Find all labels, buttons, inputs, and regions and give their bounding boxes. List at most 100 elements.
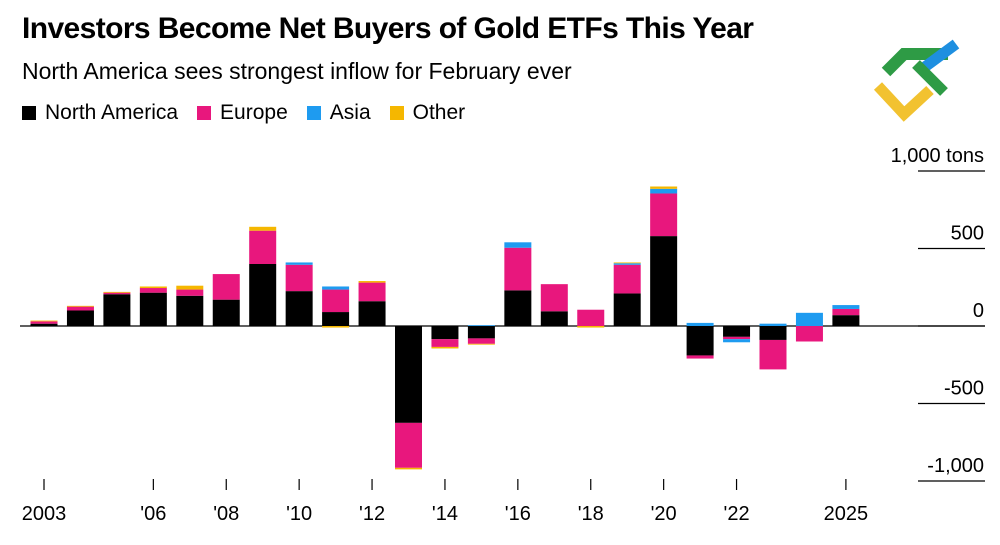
bar-europe-2006: [139, 288, 167, 293]
bar-other-2012: [358, 281, 386, 283]
bar-other-2007: [176, 285, 204, 290]
y-tick-label-0: 0: [973, 300, 984, 322]
bar-europe-2008: [212, 274, 240, 300]
bar-north-america-2013: [395, 326, 422, 423]
bar-asia-2019: [613, 263, 641, 265]
bar-asia-2015: [467, 325, 495, 327]
bar-north-america-2004: [66, 310, 94, 326]
x-tick-label-2020: '20: [651, 503, 677, 525]
bar-other-2005: [103, 291, 131, 293]
bar-europe-2020: [650, 193, 678, 237]
bar-other-2009: [249, 226, 277, 231]
x-tick-label-2018: '18: [578, 503, 604, 525]
legend-item-other: Other: [389, 101, 466, 125]
legend-swatch-north-america: [22, 106, 36, 120]
x-tick-label-2016: '16: [505, 503, 531, 525]
bar-europe-2010: [285, 264, 313, 292]
bar-europe-2007: [176, 289, 204, 296]
bar-europe-2021: [686, 355, 714, 359]
legend-label-europe: Europe: [220, 101, 288, 124]
legend-item-asia: Asia: [306, 101, 371, 125]
bar-europe-2023: [759, 339, 787, 370]
logo-yellow-stroke: [873, 82, 934, 122]
bar-north-america-2014: [431, 326, 459, 340]
bar-other-2018: [577, 326, 605, 328]
brand-logo-icon: [873, 39, 960, 122]
bar-europe-2018: [577, 309, 605, 326]
bar-europe-2022: [723, 336, 751, 340]
legend-item-north-america: North America: [22, 101, 178, 125]
bar-north-america-2021: [686, 326, 714, 356]
bar-asia-2021: [686, 322, 714, 326]
bar-asia-2024: [795, 312, 823, 326]
bar-europe-2013: [395, 422, 422, 468]
legend-label-asia: Asia: [329, 101, 371, 124]
bar-europe-2009: [249, 230, 277, 264]
bar-north-america-2006: [139, 292, 167, 326]
chart-title: Investors Become Net Buyers of Gold ETFs…: [22, 12, 754, 45]
bar-north-america-2003: [30, 323, 58, 326]
legend-swatch-asia: [306, 106, 321, 120]
bar-other-2004: [66, 305, 94, 307]
y-tick-label--1000: -1,000: [927, 455, 984, 477]
x-tick-label-2010: '10: [286, 503, 312, 525]
bar-asia-2020: [650, 188, 678, 194]
bar-europe-2014: [431, 339, 459, 347]
x-tick-label-2003: 2003: [22, 503, 67, 525]
bar-other-2003: [30, 320, 58, 322]
bar-north-america-2008: [212, 299, 240, 326]
bar-north-america-2012: [358, 301, 386, 326]
legend: North America Europe Asia Other: [22, 101, 484, 125]
bar-europe-2024: [795, 326, 823, 342]
bar-north-america-2022: [723, 326, 751, 337]
y-tick-label--500: -500: [944, 378, 984, 400]
bar-europe-2012: [358, 282, 386, 302]
bar-other-2011: [322, 326, 350, 328]
bar-north-america-2007: [176, 295, 204, 326]
legend-swatch-other: [389, 106, 404, 120]
bar-europe-2004: [66, 306, 94, 311]
bar-north-america-2010: [285, 291, 313, 326]
legend-label-other: Other: [412, 101, 466, 124]
bar-north-america-2025: [832, 315, 860, 326]
x-tick-label-2008: '08: [213, 503, 239, 525]
x-tick-label-2006: '06: [140, 503, 166, 525]
bar-europe-2005: [103, 292, 131, 295]
x-tick-label-2022: '22: [724, 503, 750, 525]
legend-label-north-america: North America: [45, 101, 179, 124]
x-tick-label-2012: '12: [359, 503, 385, 525]
x-tick-label-2025: 2025: [824, 503, 869, 525]
bar-europe-2011: [322, 289, 350, 313]
bar-europe-2003: [30, 321, 58, 324]
bar-europe-2016: [504, 247, 532, 291]
y-tick-label-1000: 1,000 tons: [891, 145, 984, 167]
bar-north-america-2016: [504, 290, 532, 326]
bar-other-2013: [395, 467, 422, 470]
legend-item-europe: Europe: [197, 101, 288, 125]
bar-north-america-2019: [613, 293, 641, 326]
bar-north-america-2005: [103, 294, 131, 326]
bar-asia-2025: [832, 305, 860, 309]
bar-asia-2023: [759, 323, 787, 326]
bar-europe-2015: [467, 338, 495, 344]
bar-north-america-2009: [249, 264, 277, 326]
bar-north-america-2011: [322, 312, 350, 326]
bar-north-america-2015: [467, 326, 495, 339]
bar-other-2014: [431, 346, 459, 349]
bar-north-america-2020: [650, 236, 678, 326]
bar-europe-2017: [540, 284, 568, 312]
bar-asia-2010: [285, 262, 313, 265]
bar-other-2015: [467, 343, 495, 345]
bar-other-2006: [139, 286, 167, 289]
bar-asia-2022: [723, 339, 751, 343]
legend-swatch-europe: [197, 106, 212, 120]
bar-other-2020: [650, 186, 678, 189]
x-tick-label-2014: '14: [432, 503, 458, 525]
bar-north-america-2023: [759, 326, 787, 340]
bar-other-2019: [613, 262, 641, 264]
bar-asia-2016: [504, 242, 532, 248]
bar-europe-2025: [832, 308, 860, 316]
bar-europe-2019: [613, 264, 641, 294]
bar-north-america-2017: [540, 311, 568, 326]
